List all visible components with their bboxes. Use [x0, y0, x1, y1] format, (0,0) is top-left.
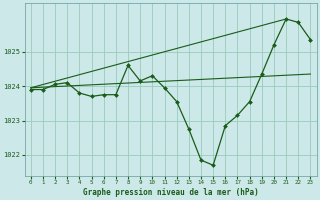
X-axis label: Graphe pression niveau de la mer (hPa): Graphe pression niveau de la mer (hPa): [83, 188, 259, 197]
